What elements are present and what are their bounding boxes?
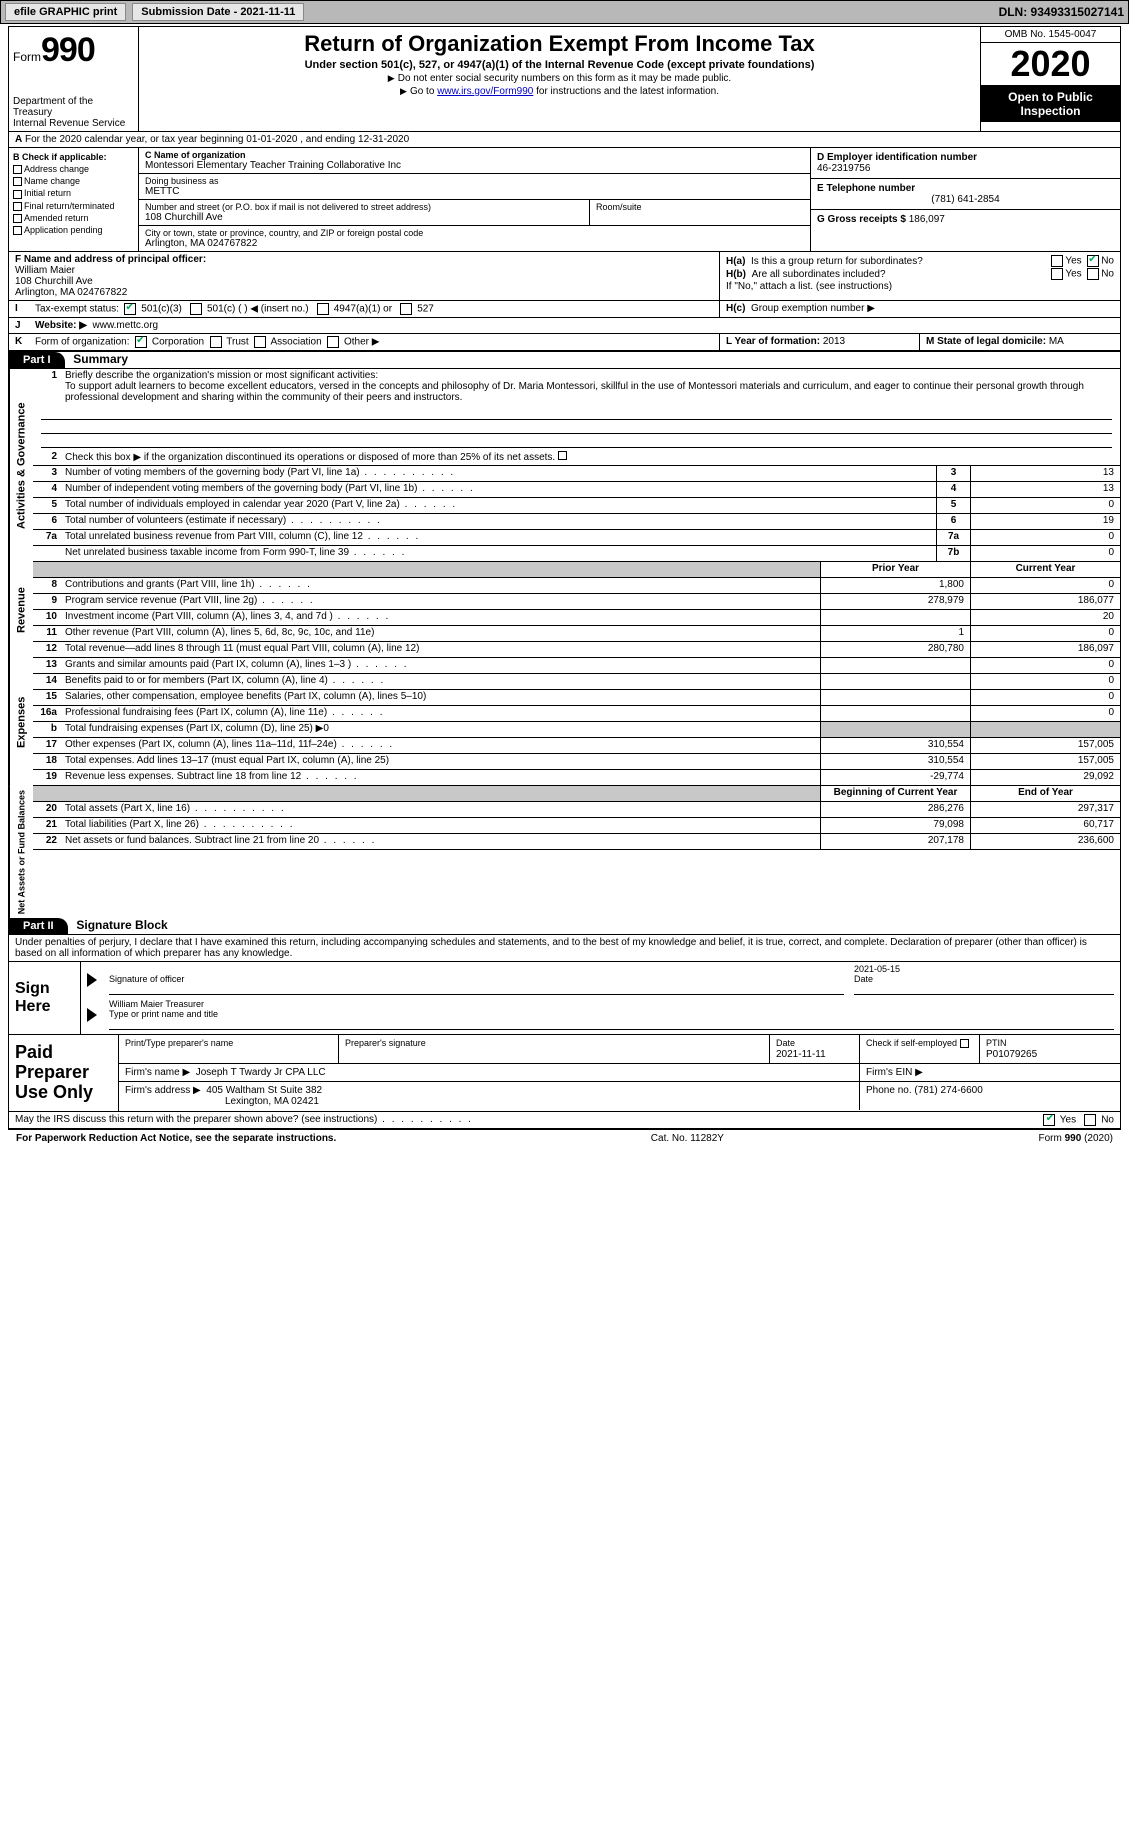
arrow-icon [87,1008,97,1022]
row-klm: K Form of organization: Corporation Trus… [9,334,1120,351]
part-2-header: Part II Signature Block [9,918,1120,935]
chk-4947[interactable] [317,303,329,315]
dept-treasury: Department of the Treasury [13,96,134,118]
irs-label: Internal Revenue Service [13,118,134,129]
form-title: Return of Organization Exempt From Incom… [145,31,974,57]
chk-501c3[interactable] [124,303,136,315]
chk-trust[interactable] [210,336,222,348]
form-990: Form990 Department of the Treasury Inter… [8,26,1121,1129]
column-b-checkboxes: B Check if applicable: Address change Na… [9,148,139,251]
chk-527[interactable] [400,303,412,315]
arrow-icon [87,973,97,987]
irs-link[interactable]: www.irs.gov/Form990 [437,86,533,97]
chk-application-pending[interactable] [13,226,22,235]
row-j-website: J Website: ▶ www.mettc.org [9,318,1120,334]
revenue-section: Revenue Prior YearCurrent Year 8Contribu… [9,562,1120,658]
cat-number: Cat. No. 11282Y [651,1133,724,1144]
chk-final-return[interactable] [13,202,22,211]
firm-phone: (781) 274-6600 [914,1085,982,1096]
form-ref: Form 990 (2020) [1039,1133,1113,1144]
form-number: Form990 [13,31,134,70]
dba-name: METTC [145,186,804,197]
page-footer: For Paperwork Reduction Act Notice, see … [8,1129,1121,1147]
open-to-public: Open to Public Inspection [981,86,1120,122]
telephone-value: (781) 641-2854 [817,194,1114,205]
part-1-header: Part I Summary [9,351,1120,369]
firm-name: Joseph T Twardy Jr CPA LLC [196,1067,326,1078]
section-f-h: F Name and address of principal officer:… [9,252,1120,301]
dln-number: DLN: 93493315027141 [999,5,1124,19]
sign-here-label: Sign Here [9,962,81,1034]
principal-officer: F Name and address of principal officer:… [9,252,720,300]
chk-501c[interactable] [190,303,202,315]
ein-value: 46-2319756 [817,163,1114,174]
paid-preparer-label: Paid Preparer Use Only [9,1035,119,1110]
chk-corporation[interactable] [135,336,147,348]
officer-name-field: William Maier TreasurerType or print nam… [109,999,1114,1030]
form-header: Form990 Department of the Treasury Inter… [9,27,1120,132]
chk-name-change[interactable] [13,177,22,186]
website-value: www.mettc.org [93,320,159,331]
chk-association[interactable] [254,336,266,348]
discuss-row: May the IRS discuss this return with the… [9,1111,1120,1128]
efile-print-button[interactable]: efile GRAPHIC print [5,3,126,21]
chk-ha-no[interactable] [1087,255,1099,267]
paid-preparer-block: Paid Preparer Use Only Print/Type prepar… [9,1034,1120,1110]
tax-year: 2020 [981,43,1120,86]
signature-date: 2021-05-15Date [854,964,1114,995]
column-d-e-g: D Employer identification number 46-2319… [810,148,1120,251]
gross-receipts: 186,097 [909,214,945,225]
row-a-tax-year: A For the 2020 calendar year, or tax yea… [9,132,1120,148]
activities-governance: Activities & Governance 1 Briefly descri… [9,369,1120,562]
omb-number: OMB No. 1545-0047 [981,27,1120,43]
perjury-statement: Under penalties of perjury, I declare th… [9,935,1120,961]
chk-address-change[interactable] [13,165,22,174]
net-assets-section: Net Assets or Fund Balances Beginning of… [9,786,1120,918]
group-return: H(a) Is this a group return for subordin… [720,252,1120,300]
top-bar: efile GRAPHIC print Submission Date - 20… [0,0,1129,24]
tab-revenue: Revenue [9,562,33,658]
signature-field[interactable]: Signature of officer [109,964,844,995]
chk-hb-yes[interactable] [1051,268,1063,280]
chk-ha-yes[interactable] [1051,255,1063,267]
chk-self-employed[interactable] [960,1039,969,1048]
instructions-note: Go to www.irs.gov/Form990 for instructio… [145,86,974,97]
chk-hb-no[interactable] [1087,268,1099,280]
submission-date: Submission Date - 2021-11-11 [132,3,304,21]
firm-address: 405 Waltham St Suite 382 [206,1085,322,1096]
chk-discuss-yes[interactable] [1043,1114,1055,1126]
chk-line2[interactable] [558,451,567,460]
row-i-tax-status: I Tax-exempt status: 501(c)(3) 501(c) ( … [9,301,1120,318]
street-address: 108 Churchill Ave [145,212,583,223]
chk-discuss-no[interactable] [1084,1114,1096,1126]
paperwork-notice: For Paperwork Reduction Act Notice, see … [16,1133,336,1144]
ssn-note: Do not enter social security numbers on … [145,73,974,84]
expenses-section: Expenses 13Grants and similar amounts pa… [9,658,1120,786]
chk-initial-return[interactable] [13,190,22,199]
column-c-org-info: C Name of organization Montessori Elemen… [139,148,810,251]
chk-amended-return[interactable] [13,214,22,223]
room-suite-label: Room/suite [590,200,810,225]
org-name: Montessori Elementary Teacher Training C… [145,160,804,171]
tab-expenses: Expenses [9,658,33,786]
section-bcdeg: B Check if applicable: Address change Na… [9,148,1120,252]
tab-governance: Activities & Governance [9,369,33,562]
tab-net-assets: Net Assets or Fund Balances [9,786,33,918]
form-subtitle: Under section 501(c), 527, or 4947(a)(1)… [145,59,974,71]
ptin-value: P01079265 [986,1049,1037,1060]
chk-other[interactable] [327,336,339,348]
sign-here-block: Sign Here Signature of officer 2021-05-1… [9,961,1120,1034]
mission-text: To support adult learners to become exce… [65,381,1084,403]
city-state-zip: Arlington, MA 024767822 [145,238,804,249]
